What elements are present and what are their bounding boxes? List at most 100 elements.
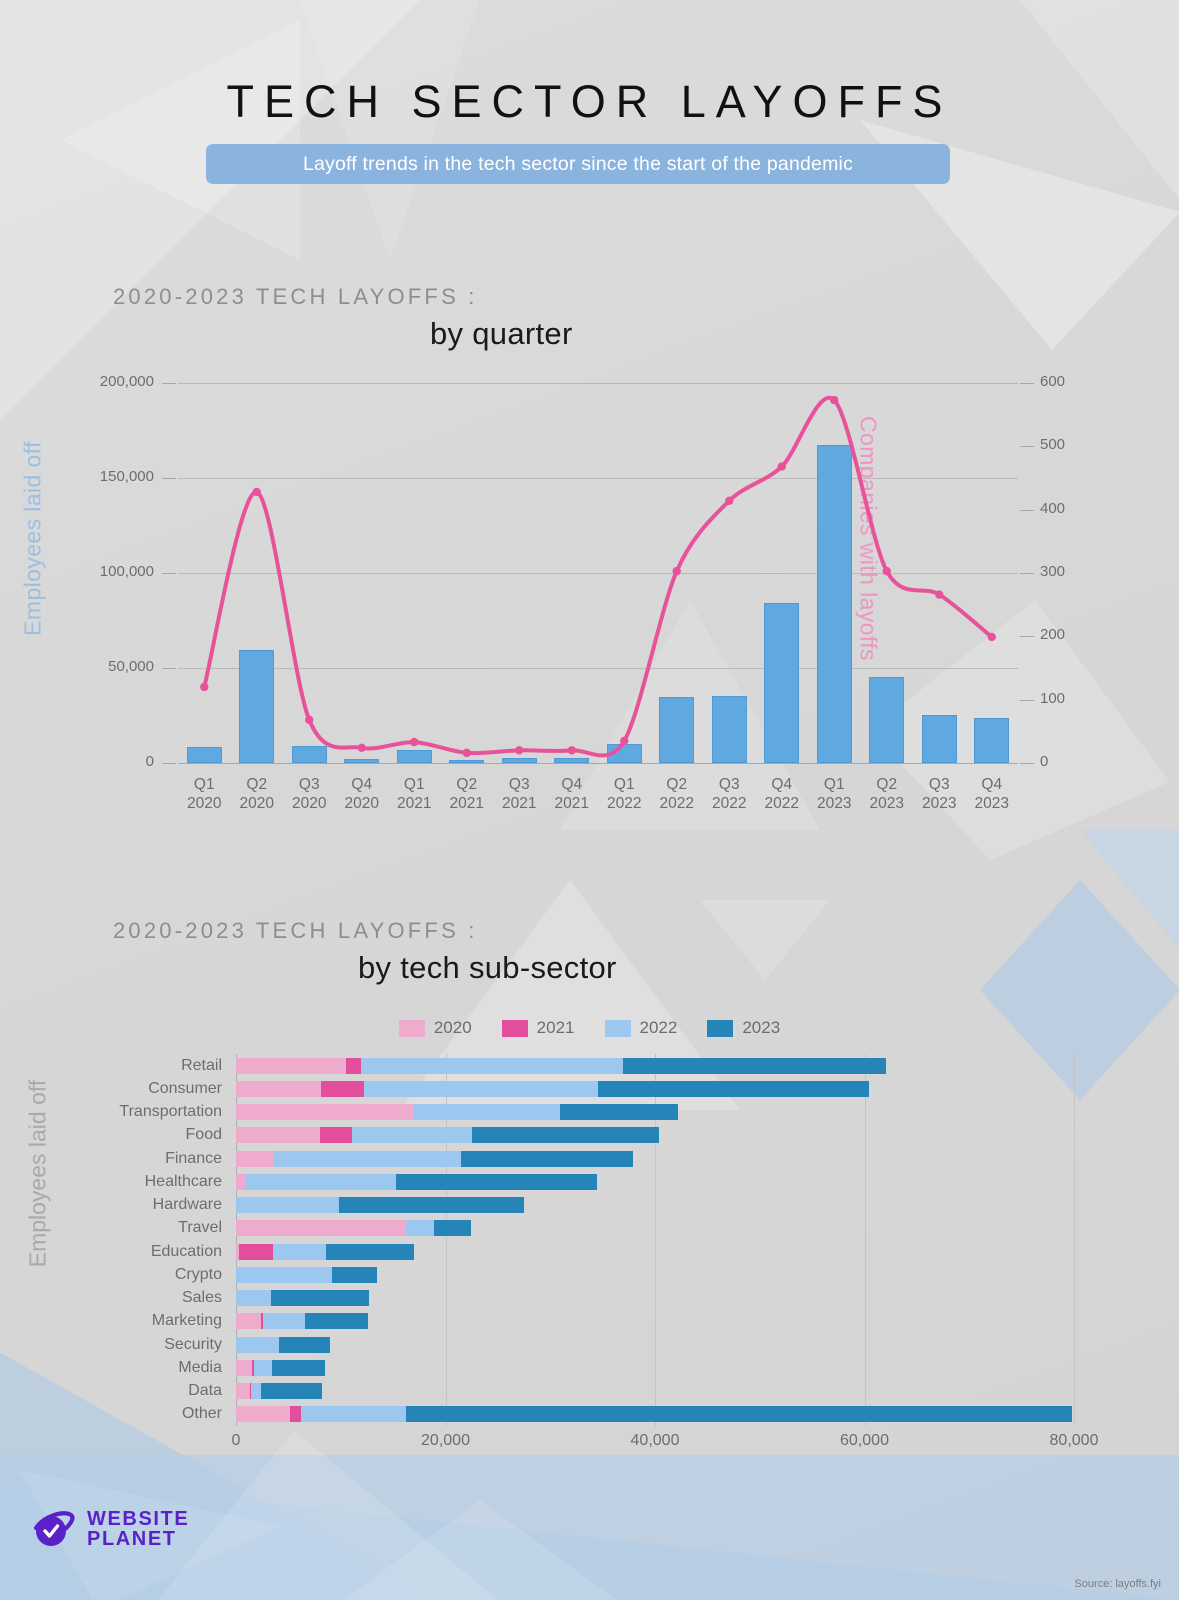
chart1-x-tick-label: Q4 2020 [336,775,389,813]
chart1-x-tick-label: Q4 2022 [756,775,809,813]
chart1-left-tick-label: 150,000 [99,468,154,485]
chart1-line-point [777,462,786,471]
chart2-bar-segment [236,1266,333,1283]
chart2-bar-segment [272,1243,327,1260]
logo-line-2: PLANET [87,1528,177,1550]
chart1-x-tick-label: Q1 2022 [598,775,651,813]
chart2-bar-segment [236,1313,262,1330]
chart2-bar-segment [273,1150,462,1167]
chart2-bar-segment [319,1127,353,1144]
chart1-left-tick-label: 0 [145,753,154,770]
chart1-x-year: 2023 [922,795,957,812]
chart1-x-year: 2021 [397,795,432,812]
chart2-category-label: Education [150,1242,222,1260]
source-attribution: Source: layoffs.fyi [1074,1578,1161,1590]
footer: WEBSITE PLANET Source: layoffs.fyi [0,1460,1179,1600]
chart2-bar-segment [270,1290,370,1307]
chart1-x-year: 2021 [502,795,537,812]
chart1-bar [974,718,1010,763]
chart1-x-quarter: Q3 [508,776,530,793]
chart1-left-tick-label: 50,000 [108,658,154,675]
chart1-x-quarter: Q1 [403,776,425,793]
chart1-right-tick-label: 200 [1040,626,1066,644]
chart1-x-quarter: Q4 [561,776,583,793]
website-planet-logo[interactable]: WEBSITE PLANET [30,1506,189,1552]
chart1-right-tick-label: 400 [1040,499,1066,517]
chart2-legend: 2020 2021 2022 2023 [0,1018,1179,1038]
chart1-x-year: 2022 [659,795,694,812]
subsector-layoffs-chart: 2020 2021 2022 2023 Employees laid off 0 20,… [0,1010,1179,1470]
chart1-x-quarter: Q1 [193,776,215,793]
chart2-bar-segment [236,1336,279,1353]
chart2-bar-segment [236,1080,321,1097]
chart1-x-tick-label: Q4 2023 [966,775,1019,813]
chart1-bar [396,749,432,763]
chart1-gridline [178,478,1018,479]
chart2-bar-segment [236,1406,291,1423]
chart2-category-label: Transportation [119,1103,222,1121]
chart1-bar [291,745,327,763]
chart1-bar [239,649,275,763]
chart2-gridline [864,1054,866,1426]
chart2-bar-segment [239,1243,273,1260]
chart2-category-label: Finance [165,1149,222,1167]
chart2-legend-item[interactable]: 2023 [707,1018,780,1038]
chart1-left-tick-label: 200,000 [99,373,154,390]
chart1-x-tick-label: Q3 2021 [493,775,546,813]
chart2-legend-item[interactable]: 2022 [604,1018,677,1038]
chart2-gridline [1074,1054,1075,1426]
chart2-category-label: Media [178,1358,222,1376]
chart1-line-point [410,737,419,747]
chart1-line-point [987,632,996,642]
chart2-bar-segment [414,1104,560,1121]
chart1-line-point [252,487,261,497]
chart1-bar [501,758,537,763]
chart2-bar-segment [261,1383,322,1400]
chart1-right-tick [1020,573,1034,574]
chart2-bar-segment [305,1313,368,1330]
chart2-gridline [236,1054,237,1426]
chart2-bar-segment [405,1406,1072,1423]
chart1-right-tick [1020,509,1034,511]
chart1-line-point [882,566,891,576]
chart2-x-tick-label: 40,000 [630,1432,680,1449]
chart2-gridline [445,1054,447,1426]
chart2-bar-segment [278,1336,331,1353]
chart1-x-year: 2023 [869,795,904,812]
chart2-legend-swatch [604,1019,631,1037]
chart1-x-year: 2023 [817,795,852,812]
chart2-legend-swatch [501,1019,528,1037]
chart1-x-quarter: Q3 [718,776,740,793]
chart2-bar-segment [300,1406,406,1423]
chart1-x-year: 2021 [449,795,484,812]
chart2-bar-segment [236,1150,274,1167]
chart1-bar [554,758,590,763]
chart1-bar [921,714,957,763]
chart1-x-year: 2023 [974,795,1009,812]
chart1-x-year: 2022 [607,795,642,812]
chart2-category-label: Marketing [151,1312,222,1330]
chart1-line-point [305,715,314,725]
chart2-bar-segment [251,1359,254,1376]
planet-icon [33,1511,75,1546]
chart1-x-quarter: Q1 [613,776,635,793]
chart2-bar-segment [261,1313,264,1330]
chart2-bar-segment [461,1150,633,1167]
chart1-x-tick-label: Q4 2021 [546,775,599,813]
chart1-line-point [462,748,471,758]
chart1-line-point [725,496,734,505]
chart2-bar-segment [236,1383,250,1400]
chart2-bar-segment [290,1406,301,1423]
chart1-gridline [178,668,1018,669]
chart1-left-tick [162,383,176,384]
chart1-right-tick [1020,446,1034,448]
chart1-gridline [178,383,1018,384]
chart2-x-tick-label: 20,000 [421,1432,470,1449]
chart2-legend-item[interactable]: 2021 [501,1018,575,1038]
chart2-bar-segment [236,1173,246,1190]
chart2-legend-item[interactable]: 2020 [398,1018,472,1038]
chart1-left-tick-label: 100,000 [99,563,154,580]
chart2-x-tick-label: 60,000 [840,1432,889,1449]
chart1-line-point [620,736,629,746]
chart2-plot-area: 0 20,000 40,000 60,000 80,000 Retail Consumer T… [119,1054,1098,1449]
